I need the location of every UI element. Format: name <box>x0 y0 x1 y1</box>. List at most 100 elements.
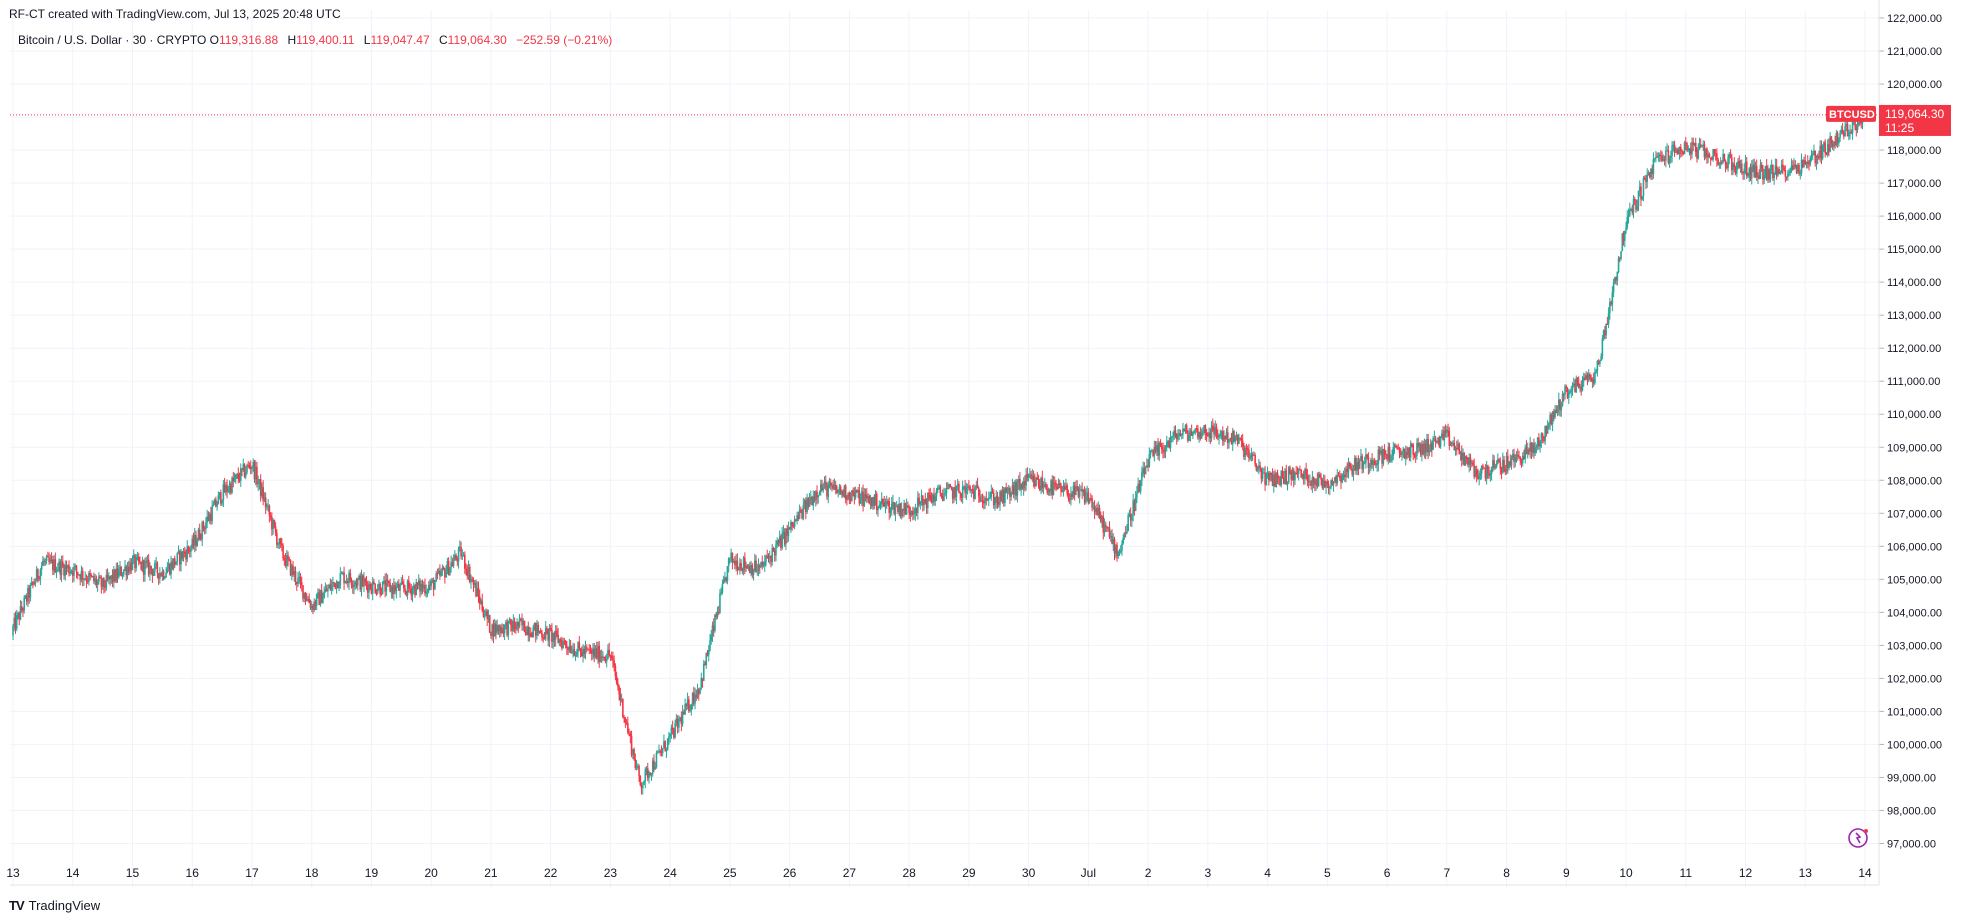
candle-body <box>294 571 297 582</box>
candle-body <box>1100 515 1102 522</box>
candle-body <box>1824 142 1826 154</box>
candle-body <box>653 760 655 770</box>
candle-body <box>59 561 62 575</box>
candle-body <box>86 581 89 583</box>
x-tick-label: 30 <box>1022 866 1036 880</box>
candle-body <box>1704 148 1707 158</box>
candle-body <box>1439 436 1442 447</box>
candle-body <box>468 566 471 582</box>
candle-body <box>968 486 970 488</box>
candle-body <box>359 575 362 590</box>
candle-body <box>625 722 628 724</box>
candle-body <box>1185 425 1188 434</box>
candle-body <box>651 760 654 775</box>
candle-body <box>1543 436 1545 441</box>
candle-body <box>935 490 938 497</box>
candle-body <box>564 640 567 646</box>
candle-body <box>684 704 686 715</box>
candle-body <box>193 535 196 546</box>
candle-body <box>1531 443 1534 453</box>
candle-body <box>1212 425 1214 431</box>
candle-body <box>1202 431 1204 433</box>
candle-body <box>1221 431 1224 441</box>
candle-body <box>716 611 719 618</box>
candle-body <box>1296 473 1299 475</box>
candle-body <box>912 511 914 515</box>
candle-body <box>1442 433 1444 441</box>
candle-body <box>390 586 393 592</box>
candle-body <box>1040 477 1042 491</box>
candle-body <box>491 624 493 636</box>
candle-body <box>85 578 88 582</box>
candle-body <box>1223 435 1225 441</box>
candle-body <box>786 528 788 536</box>
candle-body <box>401 581 404 584</box>
candle-body <box>1411 443 1413 445</box>
candle-body <box>1109 535 1112 537</box>
candle-body <box>1582 377 1585 381</box>
candle-body <box>1341 474 1344 483</box>
candle-body <box>1856 124 1859 130</box>
candle-body <box>1488 473 1490 476</box>
candle-body <box>1249 458 1251 460</box>
candle-body <box>490 632 492 636</box>
candle-body <box>1820 145 1823 159</box>
candle-body <box>1342 474 1345 476</box>
candle-body <box>178 551 181 565</box>
candle-body <box>1041 477 1044 489</box>
candle-body <box>1474 469 1477 477</box>
candle-body <box>210 513 212 522</box>
candle-body <box>376 589 379 593</box>
candle-body <box>1765 166 1768 180</box>
candle-body <box>807 498 810 507</box>
candle-body <box>741 568 744 571</box>
candle-body <box>339 573 342 586</box>
candle-body <box>1043 484 1046 487</box>
candle-body <box>457 548 460 562</box>
candle-body <box>441 567 444 572</box>
candle-body <box>953 487 955 499</box>
replay-icon[interactable] <box>1848 828 1868 848</box>
x-tick-label: 7 <box>1443 866 1450 880</box>
candle-body <box>155 562 157 564</box>
candle-body <box>1168 440 1171 448</box>
candle-body <box>583 648 586 655</box>
candle-body <box>22 610 24 612</box>
candle-body <box>230 483 232 493</box>
candle-body <box>1658 154 1661 157</box>
time-axis[interactable]: 13 14 15 16 17 18 19 20 21 22 23 24 25 26 27 28 29 30 Jul 2… <box>6 866 1879 886</box>
candle-body <box>236 473 238 475</box>
candle-body <box>1325 481 1327 488</box>
tradingview-footer[interactable]: TV TradingView <box>9 898 100 913</box>
candle-body <box>908 506 910 513</box>
candle-body <box>1470 462 1473 464</box>
candle-body <box>893 501 895 514</box>
price-axis[interactable]: 97,000.0098,000.0099,000.00100,000.00101… <box>1878 0 1942 885</box>
candle-body <box>1351 468 1354 475</box>
candle-body <box>1192 433 1194 436</box>
candle-body <box>1518 455 1520 458</box>
candle-body <box>1670 155 1672 158</box>
candle-body <box>1462 453 1464 461</box>
candle-body <box>602 656 604 658</box>
candle-body <box>746 565 749 569</box>
candle-body <box>1091 498 1093 508</box>
x-tick-label: 22 <box>544 866 558 880</box>
candle-body <box>172 558 175 569</box>
candle-body <box>822 488 825 491</box>
candle-body <box>1808 162 1810 165</box>
candle-body <box>763 561 766 566</box>
candle-body <box>1484 468 1487 479</box>
candle-body <box>1412 444 1415 455</box>
candle-body <box>578 642 581 649</box>
candle-body <box>1158 442 1161 456</box>
candle-body <box>604 658 607 662</box>
candle-body <box>493 623 496 637</box>
candle-body <box>389 583 391 592</box>
candle-body <box>1117 551 1120 557</box>
candle-body <box>1752 164 1754 167</box>
candle-body <box>1508 461 1510 469</box>
price-tag-bg <box>1879 104 1951 136</box>
candle-body <box>1152 450 1154 456</box>
